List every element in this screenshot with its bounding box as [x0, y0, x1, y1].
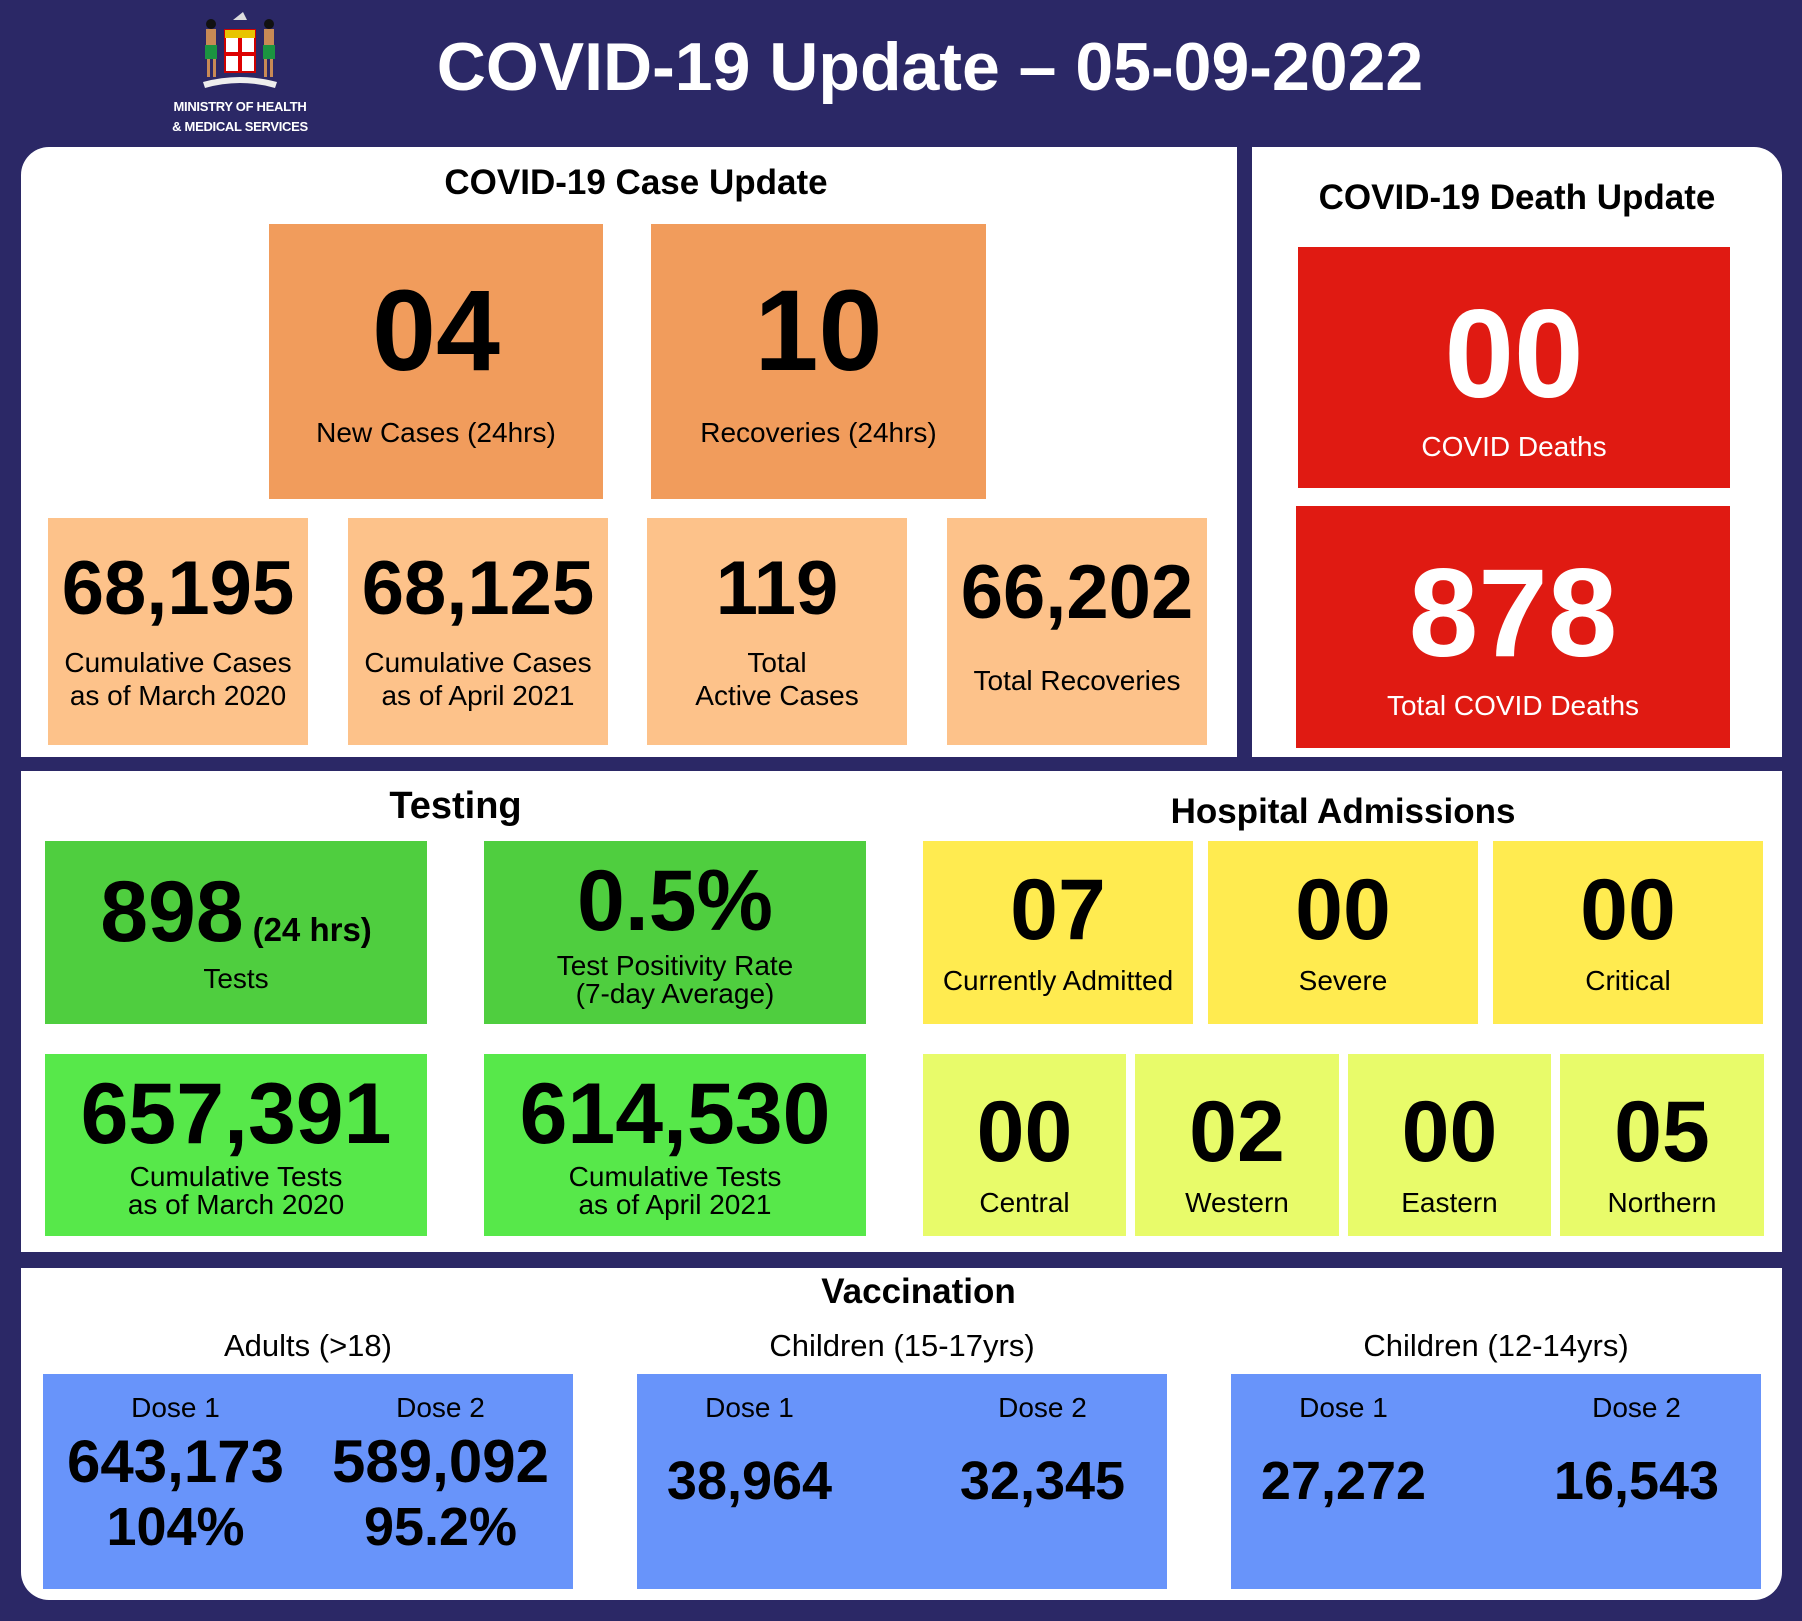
central-division-card: 00 Central [923, 1054, 1126, 1236]
severe-value: 00 [1295, 862, 1391, 959]
logo-text-line2: & MEDICAL SERVICES [172, 118, 308, 134]
western-value: 02 [1189, 1083, 1285, 1180]
recoveries-card: 10 Recoveries (24hrs) [651, 224, 986, 499]
critical-label: Critical [1585, 965, 1671, 997]
tests-24h-label: Tests [203, 963, 269, 995]
eastern-division-card: 00 Eastern [1348, 1054, 1551, 1236]
cumulative-tests-march-label: Cumulative Tests [129, 1161, 343, 1192]
children-15-17-dose1-value: 38,964 [666, 1451, 833, 1512]
children-12-14-dose2-label: Dose 2 [1592, 1392, 1681, 1423]
covid-deaths-value: 00 [1444, 284, 1584, 424]
total-recoveries-card: 66,202 Total Recoveries [947, 518, 1207, 745]
children-12-14-dose1-label: Dose 1 [1299, 1392, 1388, 1423]
covid-deaths-label: COVID Deaths [1421, 430, 1607, 462]
currently-admitted-value: 07 [1010, 862, 1106, 959]
children-15-17-dose2-label: Dose 2 [998, 1392, 1087, 1423]
severe-label: Severe [1298, 965, 1388, 997]
children-15-17-dose1-label: Dose 1 [705, 1392, 794, 1423]
death-update-title: COVID-19 Death Update [1318, 178, 1716, 217]
cumulative-cases-april-value: 68,125 [361, 546, 595, 632]
children-15-17-vaccination-card: Dose 1 38,964 Dose 2 32,345 [637, 1374, 1167, 1589]
ministry-logo: MINISTRY OF HEALTH & MEDICAL SERVICES [170, 12, 310, 136]
children-12-14-vaccination-card: Dose 1 27,272 Dose 2 16,543 [1231, 1374, 1761, 1589]
severe-card: 00 Severe [1208, 841, 1478, 1024]
currently-admitted-card: 07 Currently Admitted [923, 841, 1193, 1024]
cumulative-tests-april-card: 614,530 Cumulative Tests as of April 202… [484, 1054, 866, 1236]
tests-24h-value: 898 [100, 864, 244, 961]
positivity-rate-value: 0.5% [576, 852, 774, 949]
cumulative-cases-march-value: 68,195 [61, 546, 295, 632]
adults-vaccination-card: Dose 1 643,173 104% Dose 2 589,092 95.2% [43, 1374, 573, 1589]
case-update-title: COVID-19 Case Update [444, 163, 828, 202]
cumulative-tests-april-sublabel: as of April 2021 [578, 1189, 772, 1220]
tests-24h-card: 898 (24 hrs) Tests [45, 841, 427, 1024]
children-15-17-dose2-value: 32,345 [959, 1451, 1126, 1512]
cumulative-cases-april-card: 68,125 Cumulative Cases as of April 2021 [348, 518, 608, 745]
total-covid-deaths-value: 878 [1408, 544, 1618, 684]
cumulative-cases-march-sublabel: as of March 2020 [69, 679, 287, 711]
new-cases-card: 04 New Cases (24hrs) [269, 224, 603, 499]
cumulative-tests-march-value: 657,391 [80, 1066, 392, 1162]
currently-admitted-label: Currently Admitted [942, 965, 1174, 997]
covid-deaths-card: 00 COVID Deaths [1298, 247, 1730, 488]
western-label: Western [1185, 1186, 1289, 1218]
active-cases-sublabel: Active Cases [695, 679, 859, 711]
logo-text-line1: MINISTRY OF HEALTH [173, 99, 307, 114]
page-title: COVID-19 Update – 05-09-2022 [436, 29, 1424, 105]
eastern-value: 00 [1401, 1083, 1498, 1180]
adults-dose1-value: 643,173 [67, 1428, 284, 1496]
cumulative-cases-april-sublabel: as of April 2021 [381, 679, 575, 711]
new-cases-value: 04 [372, 266, 500, 395]
adults-dose2-value: 589,092 [332, 1428, 549, 1496]
cumulative-cases-march-label: Cumulative Cases [64, 647, 292, 679]
recoveries-label: Recoveries (24hrs) [700, 416, 937, 448]
tests-24h-suffix: (24 hrs) [252, 911, 372, 949]
cumulative-cases-march-card: 68,195 Cumulative Cases as of March 2020 [48, 518, 308, 745]
children-12-14-dose2-value: 16,543 [1553, 1451, 1720, 1512]
critical-value: 00 [1580, 862, 1676, 959]
adults-group-label: Adults (>18) [223, 1328, 392, 1363]
new-cases-label: New Cases (24hrs) [316, 416, 556, 448]
critical-card: 00 Critical [1493, 841, 1763, 1024]
eastern-label: Eastern [1401, 1186, 1498, 1218]
adults-dose1-percent: 104% [106, 1497, 245, 1558]
children-15-17-group-label: Children (15-17yrs) [769, 1328, 1035, 1363]
recoveries-value: 10 [754, 266, 883, 395]
adults-dose2-percent: 95.2% [363, 1497, 518, 1558]
adults-dose2-label: Dose 2 [396, 1392, 485, 1423]
positivity-rate-label: Test Positivity Rate [556, 949, 794, 981]
northern-value: 05 [1614, 1083, 1710, 1180]
hospital-admissions-title: Hospital Admissions [1170, 792, 1516, 831]
northern-division-card: 05 Northern [1560, 1054, 1764, 1236]
active-cases-card: 119 Total Active Cases [647, 518, 907, 745]
vaccination-title: Vaccination [821, 1272, 1016, 1311]
coat-of-arms-icon [203, 12, 277, 88]
cumulative-cases-april-label: Cumulative Cases [364, 647, 592, 679]
total-covid-deaths-label: Total COVID Deaths [1386, 690, 1640, 722]
positivity-rate-card: 0.5% Test Positivity Rate (7-day Average… [484, 841, 866, 1024]
active-cases-label: Total [747, 647, 807, 679]
northern-label: Northern [1607, 1186, 1717, 1218]
total-recoveries-label: Total Recoveries [973, 665, 1181, 697]
central-value: 00 [976, 1083, 1073, 1180]
total-covid-deaths-card: 878 Total COVID Deaths [1296, 506, 1730, 748]
cumulative-tests-april-value: 614,530 [519, 1066, 831, 1162]
western-division-card: 02 Western [1135, 1054, 1339, 1236]
adults-dose1-label: Dose 1 [131, 1392, 220, 1423]
central-label: Central [979, 1186, 1070, 1218]
testing-title: Testing [389, 785, 522, 827]
active-cases-value: 119 [715, 546, 839, 632]
positivity-rate-sublabel: (7-day Average) [575, 977, 775, 1009]
total-recoveries-value: 66,202 [960, 550, 1194, 636]
cumulative-tests-march-sublabel: as of March 2020 [127, 1189, 345, 1220]
children-12-14-group-label: Children (12-14yrs) [1363, 1328, 1629, 1363]
cumulative-tests-march-card: 657,391 Cumulative Tests as of March 202… [45, 1054, 427, 1236]
cumulative-tests-april-label: Cumulative Tests [568, 1161, 782, 1192]
children-12-14-dose1-value: 27,272 [1260, 1451, 1427, 1512]
